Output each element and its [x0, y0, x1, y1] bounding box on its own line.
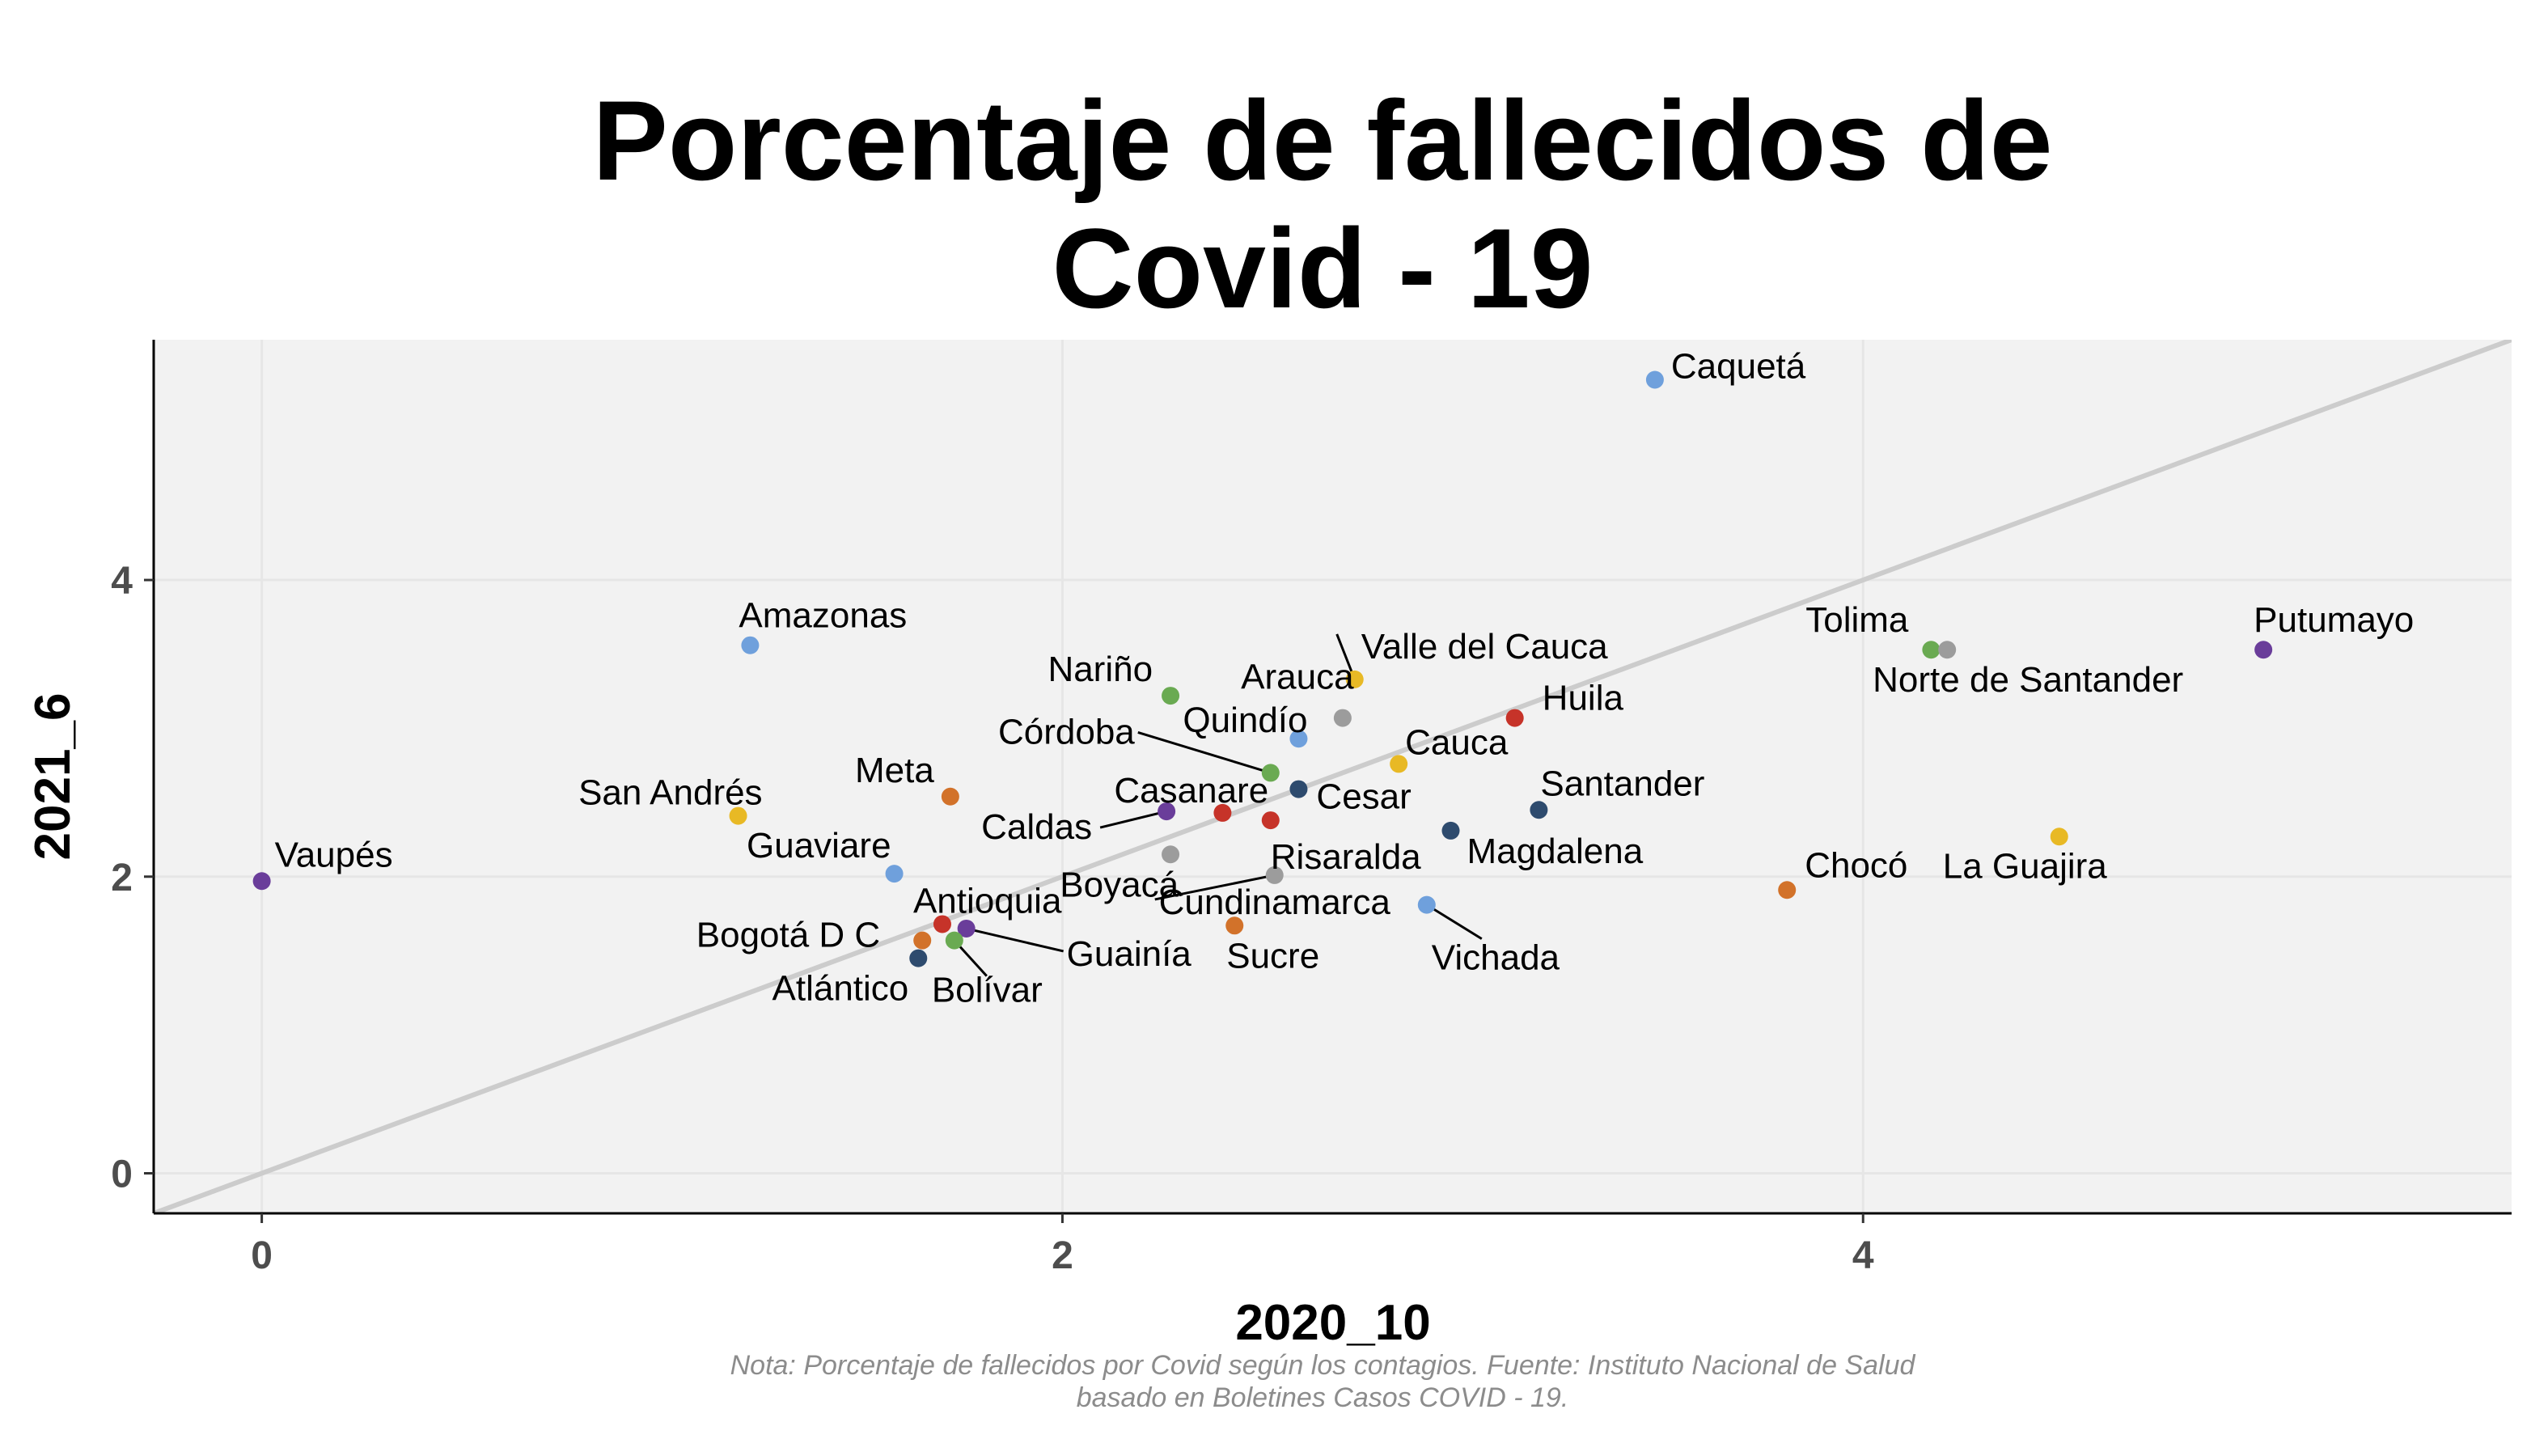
point-label-la-guajira: La Guajira: [1943, 846, 2108, 886]
point-bogota-d-c: [913, 931, 932, 950]
point-label-cordoba: Córdoba: [998, 712, 1135, 751]
point-label-quindio: Quindío: [1183, 700, 1307, 740]
leader-line-cundinamarca: [1154, 874, 1276, 901]
point-guaviare: [885, 865, 904, 883]
point-label-santander: Santander: [1540, 764, 1704, 803]
point-risaralda: [1261, 811, 1280, 830]
point-casanare: [1213, 803, 1232, 822]
point-guainia: [957, 919, 976, 938]
point-narino: [1162, 687, 1180, 705]
point-bolivar: [945, 931, 963, 950]
point-boyaca: [1162, 845, 1180, 864]
point-atlantico: [909, 949, 928, 967]
point-cordoba: [1261, 764, 1280, 782]
x-tick-label: 4: [1852, 1234, 1874, 1277]
chart-title-line-1: Porcentaje de fallecidos de: [592, 77, 2053, 204]
point-label-bolivar: Bolívar: [932, 971, 1043, 1010]
chart-note: Nota: Porcentaje de fallecidos por Covid…: [0, 1349, 2548, 1414]
chart-note-line-2: basado en Boletines Casos COVID - 19.: [1076, 1382, 1569, 1413]
point-magdalena: [1441, 821, 1460, 840]
point-label-cauca: Cauca: [1405, 722, 1509, 762]
point-label-meta: Meta: [855, 751, 934, 790]
point-label-sucre: Sucre: [1226, 936, 1319, 976]
point-label-choco: Chocó: [1805, 845, 1907, 885]
point-label-putumayo: Putumayo: [2254, 600, 2414, 640]
chart-title: Porcentaje de fallecidos de Covid - 19: [0, 77, 2548, 332]
point-label-san-andres: San Andrés: [578, 773, 763, 813]
leader-line-cordoba: [1137, 730, 1272, 774]
chart-title-line-2: Covid - 19: [1052, 205, 1594, 332]
y-tick-label: 0: [111, 1153, 133, 1196]
point-label-boyaca: Boyacá: [1060, 865, 1179, 904]
point-caqueta: [1645, 370, 1664, 389]
point-putumayo: [2254, 641, 2273, 659]
point-arauca: [1333, 709, 1352, 727]
point-label-bogota-d-c: Bogotá D C: [696, 916, 880, 955]
x-tick-label: 2: [1052, 1234, 1073, 1277]
point-label-amazonas: Amazonas: [739, 596, 907, 636]
x-tick-label: 0: [251, 1234, 273, 1277]
y-tick-label: 2: [111, 857, 133, 899]
point-label-valle-del-cauca: Valle del Cauca: [1361, 627, 1608, 667]
reference-line: [154, 340, 2512, 1213]
leader-line-caldas: [1099, 810, 1167, 829]
point-label-norte-de-santander: Norte de Santander: [1873, 660, 2183, 700]
label-leader-lines: [953, 633, 1483, 977]
point-cauca: [1390, 755, 1408, 773]
point-sucre: [1225, 916, 1244, 935]
grid-lines: [154, 340, 2512, 1213]
point-choco: [1778, 881, 1797, 899]
point-label-arauca: Arauca: [1241, 658, 1354, 697]
x-axis-title: 2020_10: [1235, 1295, 1430, 1351]
point-label-cesar: Cesar: [1316, 777, 1411, 817]
point-quindio: [1289, 730, 1308, 748]
point-meta: [941, 787, 959, 806]
axis-ticks: 0 2 4 0 2 4: [111, 560, 1874, 1277]
point-valle-del-cauca: [1345, 670, 1364, 688]
point-vichada: [1417, 895, 1436, 914]
point-label-risaralda: Risaralda: [1271, 837, 1421, 877]
y-axis-title: 2021_6: [25, 693, 81, 861]
point-label-vaupes: Vaupés: [275, 835, 393, 874]
point-cundinamarca: [1265, 866, 1284, 884]
point-huila: [1505, 709, 1524, 727]
point-la-guajira: [2050, 827, 2068, 846]
point-label-caldas: Caldas: [981, 807, 1092, 847]
point-label-huila: Huila: [1543, 679, 1624, 718]
leader-line-vichada: [1426, 904, 1483, 940]
point-label-casanare: Casanare: [1114, 771, 1268, 811]
point-santander: [1530, 801, 1548, 819]
data-points: [252, 370, 2273, 967]
point-label-guaviare: Guaviare: [747, 826, 891, 866]
point-label-narino: Nariño: [1048, 650, 1153, 689]
y-tick-label: 4: [111, 560, 133, 603]
point-label-magdalena: Magdalena: [1467, 832, 1643, 871]
point-label-caqueta: Caquetá: [1671, 347, 1806, 387]
point-labels: Caquetá Amazonas Putumayo Tolima Norte de Sa…: [275, 347, 2415, 1010]
point-caldas: [1158, 802, 1176, 821]
point-san-andres: [729, 806, 747, 825]
leader-line-guainia: [966, 927, 1064, 953]
point-label-atlantico: Atlántico: [772, 969, 909, 1009]
point-label-vichada: Vichada: [1432, 938, 1560, 978]
point-norte-de-santander: [1938, 641, 1957, 659]
point-label-antioquia: Antioquia: [913, 881, 1062, 921]
point-vaupes: [252, 872, 271, 891]
point-antioquia: [933, 915, 951, 933]
chart-note-line-1: Nota: Porcentaje de fallecidos por Covid…: [730, 1350, 1915, 1381]
point-cesar: [1289, 780, 1308, 798]
point-label-tolima: Tolima: [1805, 600, 1909, 640]
point-label-guainia: Guainía: [1067, 934, 1192, 974]
point-label-cundinamarca: Cundinamarca: [1159, 882, 1391, 922]
point-amazonas: [741, 636, 760, 654]
point-tolima: [1922, 641, 1941, 659]
